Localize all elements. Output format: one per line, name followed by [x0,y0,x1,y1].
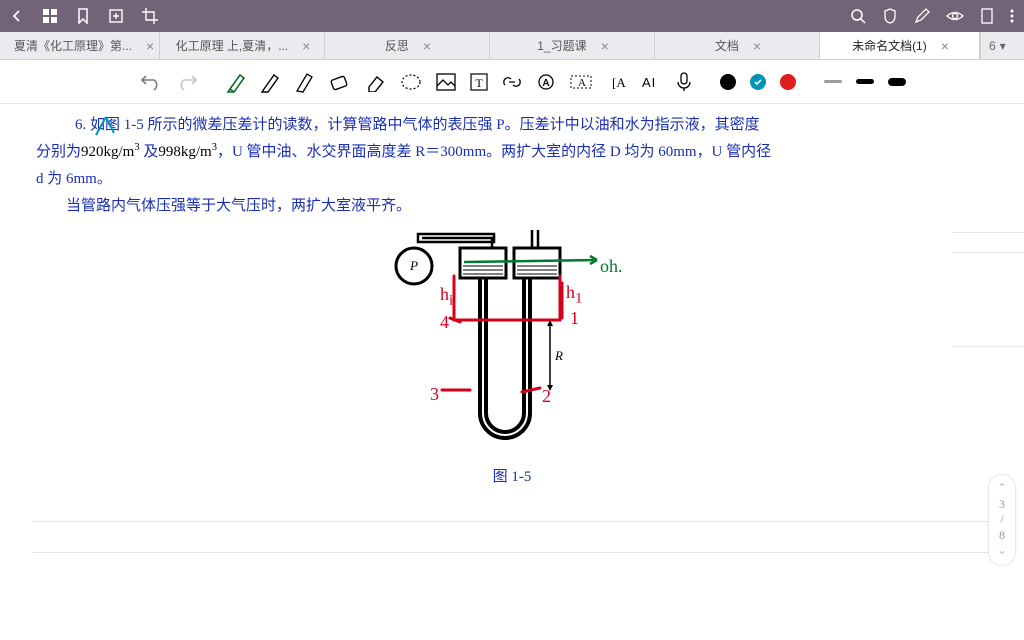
tab-label: 夏清《化工原理》第... [14,37,132,54]
problem-line2c: ，U 管中油、水交界面高度差 R＝300mm。两扩大室的内径 D 均为 60mm… [217,144,771,160]
problem-line2b: 及 [140,144,159,160]
chevron-down-icon: ▾ [1000,39,1006,53]
problem-line1: 如图 1-5 所示的微差压差计的读数，计算管路中气体的表压强 P。压差计中以油和… [90,117,760,133]
crop-icon[interactable] [142,8,158,24]
link-tool-icon[interactable] [502,73,522,91]
red-2: 2 [542,380,551,412]
bookmark-icon[interactable] [76,8,90,24]
r-label: R [554,348,563,363]
undo-icon[interactable] [140,72,162,92]
red-1: 1 [570,302,579,334]
select-a-icon[interactable]: [A] [606,73,626,91]
highlighter-tool-icon[interactable] [226,71,246,93]
color-teal[interactable] [750,74,766,90]
pen-icon[interactable] [914,8,930,24]
tab-label: 反思 [385,37,409,54]
divider [32,552,992,553]
page-up-icon[interactable]: ⌃ [989,481,1015,497]
page-indicator: ⌃ 3 / 8 ⌄ [988,474,1016,566]
guide-line [952,346,1024,347]
close-icon[interactable]: × [749,38,765,54]
page-total: 8 [989,528,1015,544]
svg-text:[A]: [A] [612,75,626,90]
tab-label: 化工原理 上,夏清，... [176,37,289,54]
stamp-tool-icon[interactable]: A [536,73,556,91]
tab-label: 1_习题课 [537,37,586,54]
tab-5[interactable]: 未命名文档(1) × [820,32,980,59]
tab-label: 文档 [715,37,739,54]
close-icon[interactable]: × [298,38,314,54]
stroke-med[interactable] [856,79,874,84]
stroke-wide[interactable] [888,78,906,86]
color-red[interactable] [780,74,796,90]
tab-1[interactable]: 化工原理 上,夏清，... × [160,32,325,59]
divider [32,521,992,522]
redo-icon[interactable] [176,72,198,92]
color-black[interactable] [720,74,736,90]
app-topbar [0,0,1024,32]
tab-overflow-count: 6 [989,39,996,53]
theme-icon[interactable] [882,8,898,24]
document-content: 6. 如图 1-5 所示的微差压差计的读数，计算管路中气体的表压强 P。压差计中… [0,104,1024,640]
more-icon[interactable] [1010,8,1014,24]
green-annotation: oh. [600,250,623,282]
red-4: 4 [440,306,449,338]
back-icon[interactable] [10,9,24,23]
add-page-icon[interactable] [108,8,124,24]
red-3: 3 [430,378,439,410]
image-tool-icon[interactable] [436,73,456,91]
guide-line [952,232,1024,233]
tab-label: 未命名文档(1) [852,37,927,54]
problem-number: 6. [75,117,86,133]
stroke-thin[interactable] [824,80,842,83]
lasso-tool-icon[interactable] [400,73,422,91]
close-icon[interactable]: × [597,38,613,54]
pen-tool-icon[interactable] [260,71,280,93]
rho1: 920kg/m3 [81,144,140,160]
tab-0[interactable]: 夏清《化工原理》第... × [0,32,160,59]
doc-icon[interactable] [980,8,994,24]
guide-line [952,252,1024,253]
rho2: 998kg/m3 [158,144,217,160]
svg-text:AI: AI [642,75,656,90]
tab-4[interactable]: 文档 × [655,32,820,59]
problem-line4: 当管路内气体压强等于大气压时，两扩大室液平齐。 [36,193,988,220]
eraser-block-icon[interactable] [328,72,350,92]
svg-text:A: A [542,78,549,89]
text-tool-icon[interactable]: T [470,73,488,91]
problem-line3: d 为 6mm。 [36,166,988,193]
tabs-bar: 夏清《化工原理》第... × 化工原理 上,夏清，... × 反思 × 1_习题… [0,32,1024,60]
close-icon[interactable]: × [937,38,953,54]
ai-tool-icon[interactable]: AI [640,73,662,91]
page-sep: / [989,512,1015,528]
figure-caption: 图 1-5 [382,464,642,491]
annotation-stroke [94,115,116,137]
figure-area: P R [382,228,642,491]
p-label: P [409,258,418,273]
tab-2[interactable]: 反思 × [325,32,490,59]
page-down-icon[interactable]: ⌄ [989,543,1015,559]
fountain-tool-icon[interactable] [294,71,314,93]
textbox-tool-icon[interactable]: A [570,73,592,91]
close-icon[interactable]: × [419,38,435,54]
svg-text:A: A [578,77,586,89]
svg-text:T: T [475,76,483,90]
tab-3[interactable]: 1_习题课 × [490,32,655,59]
problem-text: 6. 如图 1-5 所示的微差压差计的读数，计算管路中气体的表压强 P。压差计中… [36,112,988,220]
eraser-icon[interactable] [364,72,386,92]
close-icon[interactable]: × [142,38,158,54]
mic-tool-icon[interactable] [676,72,692,92]
grid-icon[interactable] [42,8,58,24]
eye-icon[interactable] [946,8,964,24]
page-current: 3 [989,497,1015,513]
problem-line2a: 分别为 [36,144,81,160]
edit-toolbar: T A A [A] AI [0,60,1024,104]
search-icon[interactable] [850,8,866,24]
tab-overflow[interactable]: 6 ▾ [980,32,1014,59]
